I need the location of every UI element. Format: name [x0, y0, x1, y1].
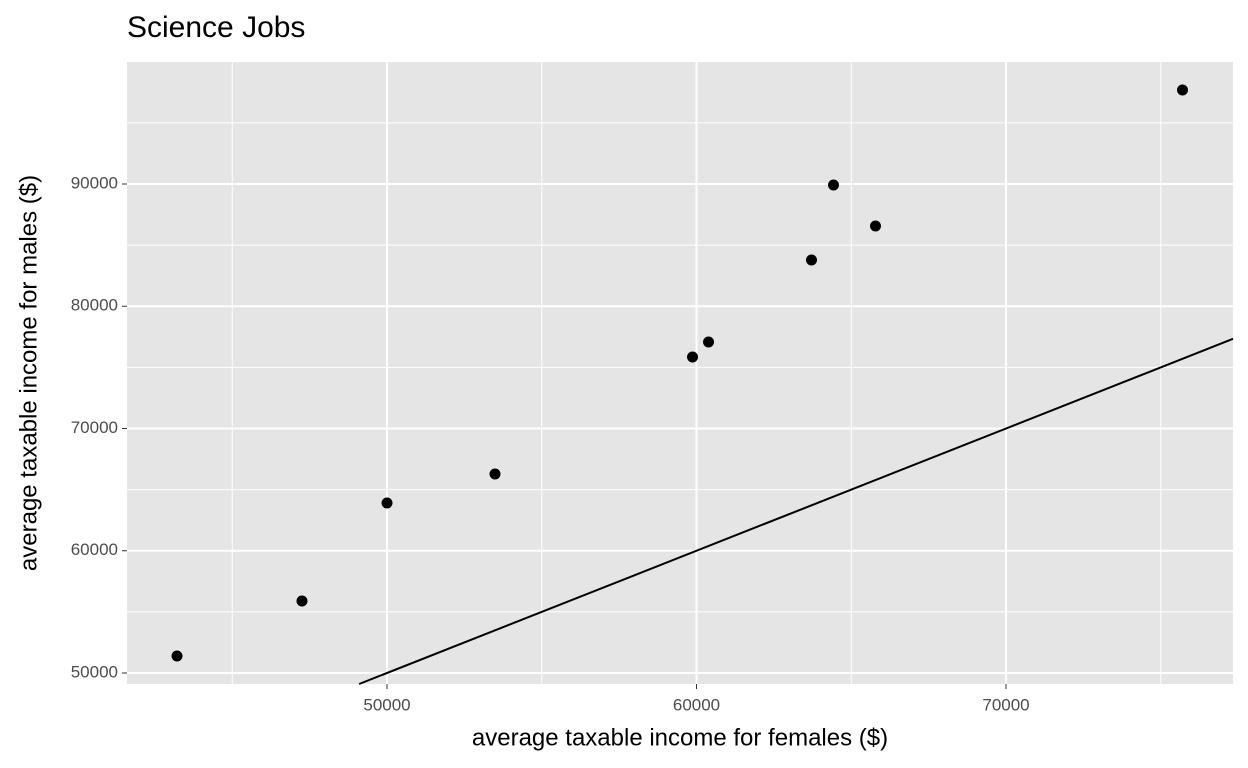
point — [827, 179, 839, 191]
y-tick-label: 70000 — [71, 418, 118, 437]
point — [381, 497, 393, 509]
point — [805, 254, 817, 266]
chart-title: Science Jobs — [127, 11, 305, 44]
x-tick-label: 50000 — [363, 695, 410, 714]
y-tick-label: 60000 — [71, 540, 118, 559]
x-axis-title: average taxable income for females ($) — [472, 724, 888, 751]
point — [869, 220, 881, 232]
point — [703, 336, 715, 348]
reference-line — [358, 337, 1234, 685]
point — [687, 351, 699, 363]
panel — [127, 62, 1233, 684]
point — [296, 595, 308, 607]
y-tick-label: 90000 — [71, 173, 118, 192]
x-tick-label: 70000 — [982, 695, 1029, 714]
point — [171, 650, 183, 662]
x-tick-label: 60000 — [673, 695, 720, 714]
point — [489, 468, 501, 480]
point — [1176, 84, 1188, 96]
y-tick-label: 50000 — [71, 662, 118, 681]
y-axis-title: average taxable income for males ($) — [15, 175, 42, 571]
y-tick-label: 80000 — [71, 296, 118, 315]
